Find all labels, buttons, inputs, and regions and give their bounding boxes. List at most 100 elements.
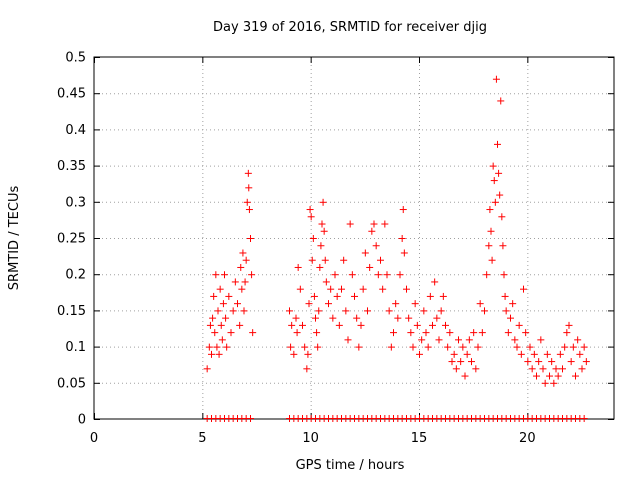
data-point [556, 350, 564, 358]
data-point [507, 314, 514, 322]
data-point [290, 350, 298, 358]
data-point [231, 278, 239, 286]
data-point [533, 372, 540, 380]
data-point [216, 285, 224, 293]
data-point [502, 307, 510, 315]
data-point [463, 350, 471, 358]
data-point [435, 336, 443, 344]
data-point [383, 271, 391, 279]
data-point [535, 358, 543, 366]
data-point [437, 307, 445, 315]
data-point [478, 329, 486, 337]
data-point [305, 300, 313, 308]
data-point [377, 256, 384, 264]
data-point [470, 329, 478, 337]
data-point [574, 336, 582, 344]
data-point [335, 321, 343, 329]
data-point [422, 329, 430, 337]
data-point [468, 358, 475, 366]
data-point [299, 321, 306, 329]
data-point [310, 292, 318, 300]
data-point [205, 343, 213, 351]
y-tick-label: 0.05 [57, 376, 86, 391]
data-point [552, 365, 560, 373]
data-point [539, 365, 547, 373]
data-point [563, 329, 571, 337]
data-point [309, 235, 317, 242]
data-point [446, 329, 454, 337]
data-point [522, 329, 530, 337]
data-point [325, 300, 332, 308]
y-tick-label: 0.15 [57, 304, 86, 319]
data-point [559, 365, 566, 373]
data-point [296, 285, 304, 293]
data-point [420, 307, 428, 315]
data-point [461, 372, 469, 380]
data-point [554, 372, 562, 380]
data-point [374, 271, 382, 279]
data-point [245, 206, 253, 214]
data-point [394, 314, 402, 322]
data-point [381, 220, 389, 228]
data-point [248, 271, 256, 279]
y-tick-label: 0.45 [57, 87, 86, 102]
data-point [340, 256, 348, 264]
data-point [346, 220, 354, 228]
data-point [565, 321, 573, 329]
data-points [203, 75, 590, 422]
data-point [520, 285, 527, 293]
data-point [442, 321, 449, 329]
data-point [293, 329, 301, 337]
chart-title: Day 319 of 2016, SRMTID for receiver dji… [213, 20, 487, 35]
data-point [327, 285, 335, 293]
data-point [513, 343, 521, 351]
data-point [229, 307, 237, 315]
data-point [222, 314, 230, 322]
y-tick-label: 0.5 [65, 51, 86, 66]
data-point [561, 343, 569, 351]
data-point [524, 358, 532, 366]
data-point [221, 271, 228, 279]
data-point [366, 263, 374, 271]
data-point [418, 336, 426, 344]
data-point [498, 213, 506, 221]
data-point [242, 256, 250, 264]
data-point [288, 321, 296, 329]
data-point [355, 343, 363, 351]
data-point [472, 365, 480, 373]
data-point [504, 329, 512, 337]
data-point [348, 271, 356, 279]
data-point [368, 227, 376, 235]
data-point [495, 169, 503, 177]
data-point [245, 184, 253, 192]
data-point [486, 206, 494, 214]
data-point [576, 350, 584, 358]
data-point [429, 321, 436, 329]
data-point [213, 343, 221, 351]
data-point [385, 307, 393, 315]
data-point [294, 263, 302, 271]
data-point [379, 285, 387, 293]
data-point [476, 300, 484, 308]
data-point [239, 249, 247, 257]
data-point [286, 307, 293, 315]
data-point [515, 321, 523, 329]
data-point [399, 206, 407, 214]
data-point [218, 336, 226, 344]
data-point [203, 365, 211, 373]
data-point [500, 271, 508, 279]
data-point [541, 379, 549, 387]
data-point [455, 336, 462, 344]
data-point [227, 329, 235, 337]
data-point [333, 292, 341, 300]
y-tick-label: 0.3 [65, 195, 86, 210]
data-point [212, 271, 220, 279]
data-point [403, 285, 410, 293]
data-point [215, 350, 223, 358]
data-point [485, 242, 493, 250]
data-point [452, 365, 460, 373]
data-point [308, 256, 316, 264]
data-point [530, 350, 538, 358]
data-point [426, 292, 434, 300]
data-point [301, 343, 309, 351]
